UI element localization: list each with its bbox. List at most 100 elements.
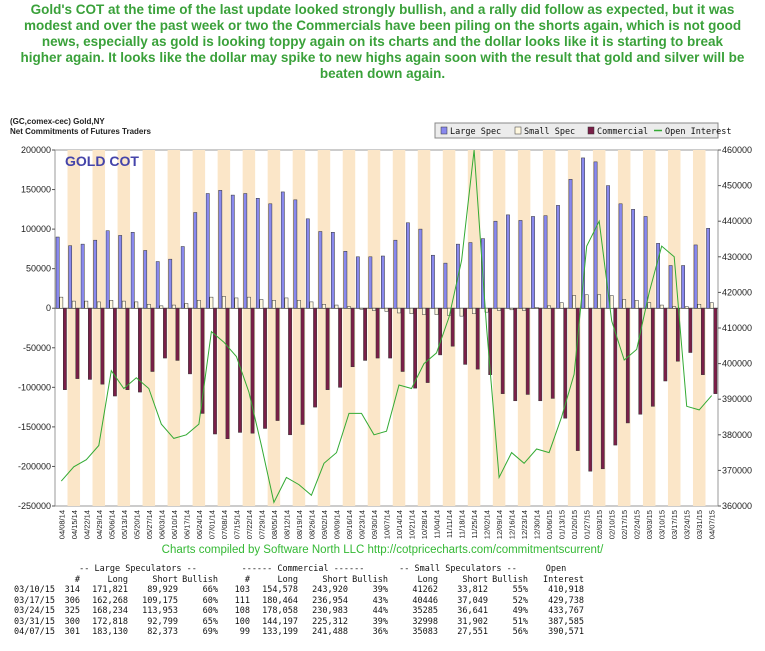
y2-tick-label: 400000 [722, 359, 752, 369]
large-spec-bar [493, 220, 498, 309]
x-tick-label: 02/24/15 [633, 510, 642, 539]
column-header: Short [462, 574, 488, 585]
x-tick-label: 02/03/15 [595, 510, 604, 539]
small-spec-bar [472, 307, 476, 315]
large-spec-bar [343, 251, 348, 309]
commercial-bar [713, 307, 718, 394]
table-cell: 89,929 [147, 585, 178, 595]
small-spec-bar [422, 307, 426, 315]
x-tick-label: 09/30/14 [370, 510, 379, 539]
y2-tick-label: 370000 [722, 465, 752, 475]
legend-small-spec-swatch [514, 126, 522, 135]
x-tick-label: 01/13/15 [558, 510, 567, 539]
y-tick-label: 0 [46, 303, 51, 313]
small-spec-bar [322, 304, 326, 309]
table-cell: 144,197 [262, 616, 298, 627]
column-band [142, 150, 156, 506]
x-tick-label: 02/17/15 [620, 510, 629, 539]
commercial-bar [113, 307, 117, 397]
x-tick-label: 01/06/15 [545, 510, 554, 539]
small-spec-bar [509, 307, 514, 311]
large-spec-bar [693, 244, 698, 309]
small-spec-bar [384, 307, 389, 312]
y-tick-label: 200000 [21, 145, 51, 155]
small-spec-bar [397, 307, 401, 314]
table-cell: 162,268 [92, 595, 128, 606]
column-header-row: # Long Short Bullish # Long Short Bullish Long Sh… [14, 575, 584, 586]
commercial-bar [250, 307, 255, 434]
commercial-bar [400, 307, 405, 372]
small-spec-bar [59, 296, 64, 309]
commercial-bar [338, 307, 342, 388]
column-header: # [244, 574, 250, 585]
commercial-bar [125, 307, 130, 390]
table-cell: 300 [64, 616, 80, 627]
x-tick-label: 06/24/14 [195, 510, 204, 539]
large-spec-bar [280, 191, 285, 309]
x-tick-label: 12/02/14 [483, 510, 492, 539]
large-spec-bar [55, 236, 60, 309]
table-cell: 52% [512, 595, 528, 606]
table-cell: 92,799 [147, 616, 178, 627]
small-spec-bar [522, 307, 526, 311]
commercial-bar [275, 307, 280, 421]
x-tick-label: 06/17/14 [182, 510, 191, 539]
large-spec-bar [543, 215, 548, 309]
x-tick-label: 03/24/15 [683, 510, 692, 539]
large-spec-bar [631, 209, 635, 309]
x-tick-label: 04/22/14 [82, 510, 91, 539]
commercial-bar [700, 307, 705, 375]
group-header-open: Open [545, 564, 567, 574]
small-spec-bar [259, 299, 264, 309]
table-cell: 325 [64, 606, 80, 616]
x-tick-label: 05/27/14 [145, 510, 154, 539]
commercial-bar [638, 307, 643, 415]
table-cell: 56% [512, 627, 528, 637]
column-header: Long [277, 574, 298, 585]
y-tick-label: 100000 [21, 224, 51, 234]
column-band [667, 150, 681, 506]
commercial-bar [513, 307, 518, 402]
column-header: Long [417, 574, 438, 585]
small-spec-bar [297, 300, 301, 309]
commercial-bar [175, 307, 180, 361]
small-spec-bar [359, 307, 364, 310]
row-date: 03/31/15 [14, 616, 55, 627]
small-spec-bar [209, 296, 214, 309]
x-tick-label: 03/10/15 [658, 510, 667, 539]
table-cell: 225,312 [312, 616, 348, 627]
table-cell: 41262 [412, 585, 438, 595]
table-cell: 60% [202, 595, 218, 606]
small-spec-bar [71, 300, 76, 309]
table-cell: 103 [234, 585, 250, 595]
x-tick-label: 07/15/14 [232, 510, 241, 539]
y-tick-label: -200000 [18, 461, 51, 471]
large-spec-bar [393, 239, 398, 309]
small-spec-bar [284, 297, 289, 309]
large-spec-bar [380, 255, 385, 309]
x-tick-label: 05/06/14 [107, 510, 116, 539]
legend-commercial-label: Commercial [597, 127, 648, 137]
small-spec-bar [634, 300, 639, 309]
y2-tick-label: 420000 [722, 287, 752, 297]
small-spec-bar [146, 304, 151, 309]
table-cell: 108 [234, 606, 250, 616]
x-tick-label: 08/19/14 [295, 510, 304, 539]
small-spec-bar [622, 299, 627, 309]
commercial-bar [225, 307, 230, 440]
table-cell: 35083 [412, 627, 438, 637]
table-cell: 171,821 [92, 585, 128, 595]
large-spec-bar [80, 243, 85, 309]
large-spec-bar [355, 256, 360, 309]
large-spec-bar [606, 185, 610, 309]
large-spec-bar [205, 193, 210, 309]
column-band [367, 150, 381, 506]
x-tick-label: 02/10/15 [608, 510, 617, 539]
x-tick-label: 01/20/15 [570, 510, 579, 539]
small-spec-bar [347, 306, 351, 309]
cot-summary-table: -- Large Speculators -- ------ Commercia… [14, 564, 584, 638]
table-body: 03/10/15 314 171,821 89,929 66% 103 154,578 243… [14, 585, 584, 638]
commercial-bar [525, 307, 530, 395]
small-spec-bar [459, 307, 464, 317]
small-spec-bar [96, 301, 101, 309]
